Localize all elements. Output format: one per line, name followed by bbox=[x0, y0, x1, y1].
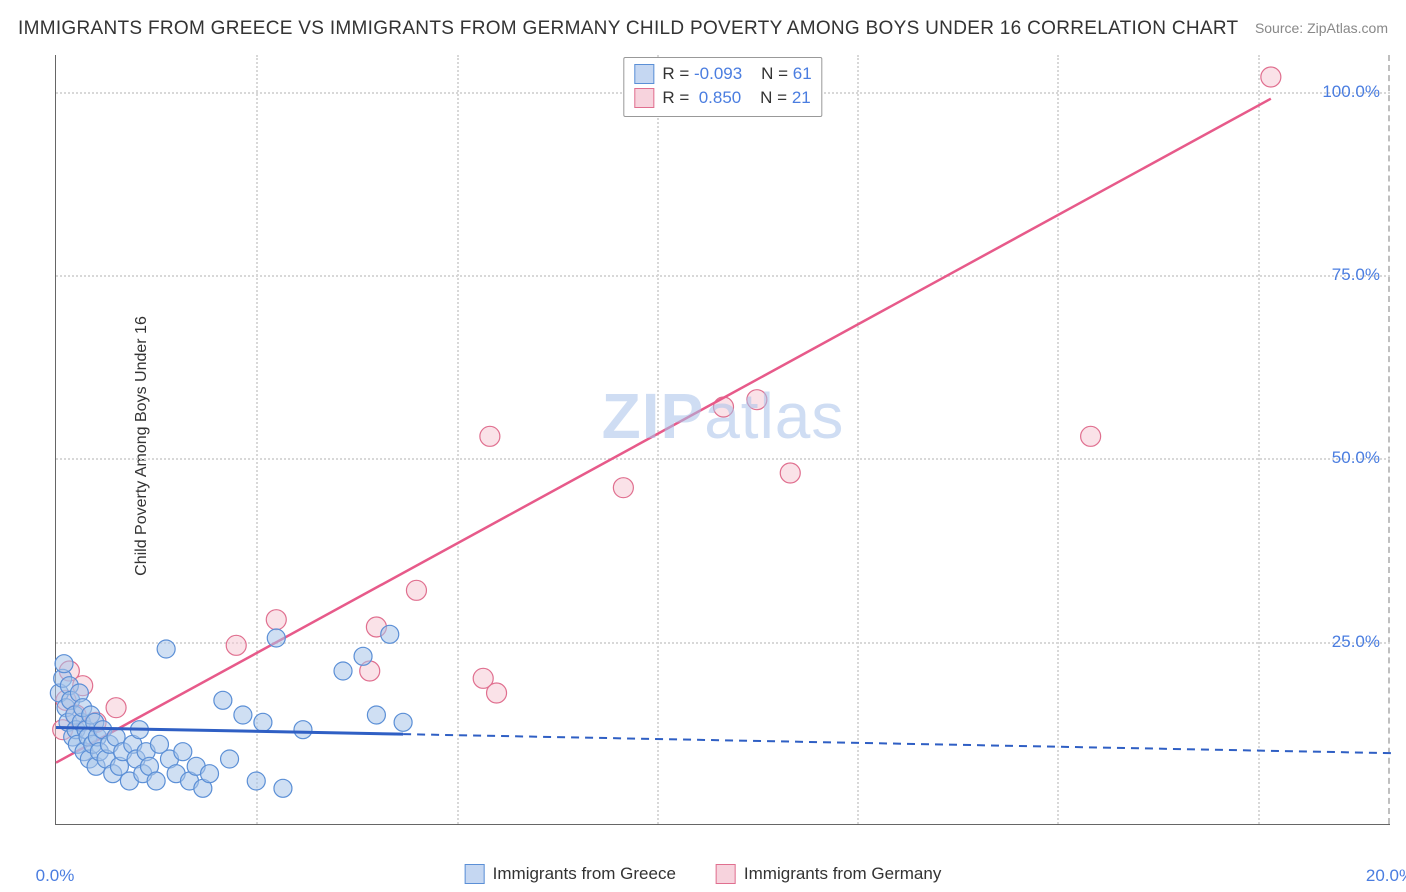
plot-area: ZIPatlas R = -0.093 N = 61 R = 0.850 bbox=[55, 55, 1390, 825]
scatter-point bbox=[226, 635, 246, 655]
scatter-point bbox=[394, 713, 412, 731]
n-label: N = bbox=[760, 88, 787, 107]
scatter-point bbox=[174, 743, 192, 761]
legend-greece-text: R = -0.093 N = 61 bbox=[662, 62, 811, 86]
y-tick-label: 50.0% bbox=[1332, 448, 1380, 468]
source-prefix: Source: bbox=[1255, 20, 1307, 36]
scatter-point bbox=[780, 463, 800, 483]
swatch-greece-icon bbox=[465, 864, 485, 884]
scatter-point bbox=[234, 706, 252, 724]
scatter-point bbox=[487, 683, 507, 703]
chart-title: IMMIGRANTS FROM GREECE VS IMMIGRANTS FRO… bbox=[18, 18, 1238, 40]
scatter-point bbox=[214, 691, 232, 709]
x-tick-label: 0.0% bbox=[36, 866, 75, 886]
greece-n-value: 61 bbox=[793, 64, 812, 83]
scatter-point bbox=[201, 765, 219, 783]
swatch-germany-icon bbox=[716, 864, 736, 884]
bottom-legend-germany: Immigrants from Germany bbox=[716, 864, 941, 884]
x-tick-label: 20.0% bbox=[1366, 866, 1406, 886]
scatter-point bbox=[406, 580, 426, 600]
scatter-point bbox=[221, 750, 239, 768]
y-tick-label: 100.0% bbox=[1322, 82, 1380, 102]
scatter-point bbox=[367, 706, 385, 724]
scatter-point bbox=[613, 478, 633, 498]
germany-n-value: 21 bbox=[792, 88, 811, 107]
legend-row-germany: R = 0.850 N = 21 bbox=[634, 86, 811, 110]
r-label: R = bbox=[662, 88, 689, 107]
scatter-point bbox=[247, 772, 265, 790]
scatter-point bbox=[480, 426, 500, 446]
swatch-greece bbox=[634, 64, 654, 84]
scatter-point bbox=[157, 640, 175, 658]
r-label: R = bbox=[662, 64, 689, 83]
scatter-point bbox=[267, 629, 285, 647]
scatter-point bbox=[354, 647, 372, 665]
legend-germany-text: R = 0.850 N = 21 bbox=[662, 86, 810, 110]
scatter-point bbox=[714, 397, 734, 417]
scatter-point bbox=[294, 721, 312, 739]
bottom-legend: Immigrants from Greece Immigrants from G… bbox=[465, 864, 942, 884]
scatter-point bbox=[266, 610, 286, 630]
greece-r-value: -0.093 bbox=[694, 64, 742, 83]
chart-container: IMMIGRANTS FROM GREECE VS IMMIGRANTS FRO… bbox=[0, 0, 1406, 892]
n-label: N = bbox=[761, 64, 788, 83]
scatter-point bbox=[106, 698, 126, 718]
regression-line-dashed bbox=[403, 734, 1391, 753]
y-tick-label: 25.0% bbox=[1332, 632, 1380, 652]
y-tick-label: 75.0% bbox=[1332, 265, 1380, 285]
germany-r-value: 0.850 bbox=[699, 88, 742, 107]
scatter-point bbox=[55, 655, 73, 673]
scatter-point bbox=[1081, 426, 1101, 446]
scatter-point bbox=[147, 772, 165, 790]
bottom-legend-greece-label: Immigrants from Greece bbox=[493, 864, 676, 884]
bottom-legend-germany-label: Immigrants from Germany bbox=[744, 864, 941, 884]
plot-svg bbox=[56, 55, 1390, 824]
scatter-point bbox=[747, 390, 767, 410]
source-attribution: Source: ZipAtlas.com bbox=[1255, 20, 1388, 36]
bottom-legend-greece: Immigrants from Greece bbox=[465, 864, 676, 884]
scatter-point bbox=[274, 779, 292, 797]
legend-correlation-box: R = -0.093 N = 61 R = 0.850 N = 21 bbox=[623, 57, 822, 117]
scatter-point bbox=[334, 662, 352, 680]
legend-row-greece: R = -0.093 N = 61 bbox=[634, 62, 811, 86]
source-link[interactable]: ZipAtlas.com bbox=[1307, 20, 1388, 36]
scatter-point bbox=[381, 625, 399, 643]
scatter-point bbox=[1261, 67, 1281, 87]
swatch-germany bbox=[634, 88, 654, 108]
scatter-point bbox=[254, 713, 272, 731]
